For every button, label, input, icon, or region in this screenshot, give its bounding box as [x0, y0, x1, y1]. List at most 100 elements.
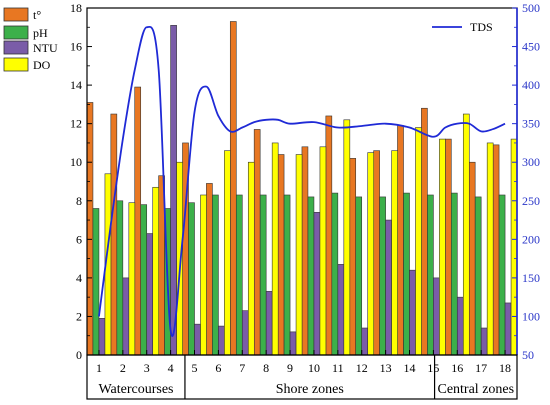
- bar-ph-3: [140, 204, 148, 356]
- bar-t-7: [229, 21, 237, 356]
- bar-ph-6: [212, 194, 219, 356]
- y-left-tick-label: 16: [70, 40, 82, 54]
- bar-ph-8: [259, 194, 267, 356]
- bar-ntu-3: [146, 233, 154, 356]
- bar-ntu-10: [313, 212, 321, 356]
- y-right-tick-label: 50: [522, 348, 534, 362]
- bar-do-18: [510, 138, 518, 356]
- bar-t-16: [444, 138, 452, 356]
- x-tick-label: 7: [239, 361, 245, 375]
- bar-do-10: [319, 146, 327, 356]
- bar-do-5: [200, 194, 207, 356]
- x-tick-label: 10: [308, 361, 320, 375]
- legend-label-ntu: NTU: [33, 41, 58, 55]
- x-tick-label: 13: [380, 361, 392, 375]
- legend-swatch-ph: [3, 25, 29, 40]
- y-left-tick-label: 4: [76, 271, 82, 285]
- x-tick-label: 18: [499, 361, 511, 375]
- bar-ph-12: [355, 196, 363, 356]
- bar-ph-9: [283, 194, 291, 356]
- bar-ntu-11: [337, 264, 345, 356]
- x-tick-label: 3: [144, 361, 150, 375]
- bar-ph-14: [403, 192, 410, 356]
- x-tick-label: 6: [215, 361, 221, 375]
- x-tick-label: 2: [120, 361, 126, 375]
- bar-t-8: [253, 129, 261, 356]
- y-right-tick-label: 200: [522, 232, 540, 246]
- y-right-tick-label: 500: [522, 1, 540, 15]
- bar-ph-2: [116, 200, 124, 356]
- legend-label-tds: TDS: [470, 20, 493, 34]
- bar-ntu-18: [504, 302, 512, 356]
- bar-do-9: [295, 154, 303, 356]
- y-left-tick-label: 10: [70, 155, 82, 169]
- y-right-tick-label: 450: [522, 40, 540, 54]
- bar-t-18: [492, 144, 500, 356]
- bar-do-14: [415, 127, 422, 356]
- bar-ntu-15: [433, 277, 440, 356]
- x-tick-label: 4: [168, 361, 174, 375]
- bar-ph-5: [188, 202, 195, 356]
- x-tick-label: 1: [96, 361, 102, 375]
- bar-ntu-14: [409, 269, 416, 356]
- bar-ntu-17: [480, 327, 488, 356]
- bars-layer: [86, 21, 518, 356]
- x-tick-label: 16: [451, 361, 463, 375]
- bar-t-1: [86, 102, 94, 356]
- y-right-tick-label: 350: [522, 117, 540, 131]
- bar-ph-11: [331, 192, 339, 356]
- bar-ntu-9: [289, 331, 297, 356]
- y-left-tick-label: 6: [76, 232, 82, 246]
- bar-ntu-1: [98, 318, 106, 356]
- legend-label-t: t°: [33, 8, 41, 22]
- bar-t-13: [373, 150, 380, 356]
- x-tick-label: 5: [192, 361, 198, 375]
- bar-t-9: [277, 154, 285, 356]
- bar-do-17: [486, 142, 494, 356]
- x-tick-label: 15: [427, 361, 439, 375]
- legend-swatch-do: [3, 57, 29, 72]
- y-left-tick-label: 12: [70, 117, 82, 131]
- bar-t-14: [397, 125, 404, 356]
- bar-ntu-6: [218, 325, 225, 356]
- x-group-layer: Watercourses Shore zones Central zones: [86, 354, 518, 400]
- legend-label-ph: pH: [33, 26, 48, 40]
- bar-do-15: [439, 138, 446, 356]
- y-left-tick-label: 8: [76, 194, 82, 208]
- bar-ph-13: [379, 196, 386, 356]
- bar-ntu-12: [361, 327, 369, 356]
- bar-ntu-4: [170, 25, 177, 356]
- bar-t-17: [468, 161, 476, 356]
- y-right-tick-label: 100: [522, 309, 540, 323]
- x-tick-label: 14: [404, 361, 416, 375]
- group-frame: [86, 354, 518, 400]
- bar-do-7: [247, 161, 255, 356]
- bar-do-12: [367, 152, 375, 356]
- bar-do-2: [128, 202, 136, 356]
- bar-ntu-5: [194, 323, 201, 356]
- y-right-tick-label: 150: [522, 271, 540, 285]
- y-right-tick-label: 250: [522, 194, 540, 208]
- bar-do-16: [462, 113, 470, 356]
- x-tick-label: 17: [475, 361, 487, 375]
- bar-do-3: [152, 186, 160, 356]
- x-tick-label: 11: [332, 361, 344, 375]
- x-tick-label: 9: [287, 361, 293, 375]
- bar-ph-10: [307, 196, 315, 356]
- legend-swatch-ntu: [3, 40, 29, 55]
- bar-do-8: [271, 142, 279, 356]
- y-right-tick-label: 300: [522, 155, 540, 169]
- bar-t-6: [206, 183, 213, 356]
- legend-label-do: DO: [33, 58, 51, 72]
- axes-layer: 0246810121416185010015020025030035040045…: [70, 1, 540, 375]
- group-label-central: Central zones: [437, 382, 514, 397]
- bar-do-13: [391, 150, 398, 356]
- bar-ph-16: [450, 192, 458, 356]
- bar-t-11: [325, 115, 333, 356]
- bar-t-2: [110, 113, 118, 356]
- bar-t-10: [301, 146, 309, 356]
- y-left-tick-label: 18: [70, 1, 82, 15]
- bar-ph-1: [92, 208, 100, 356]
